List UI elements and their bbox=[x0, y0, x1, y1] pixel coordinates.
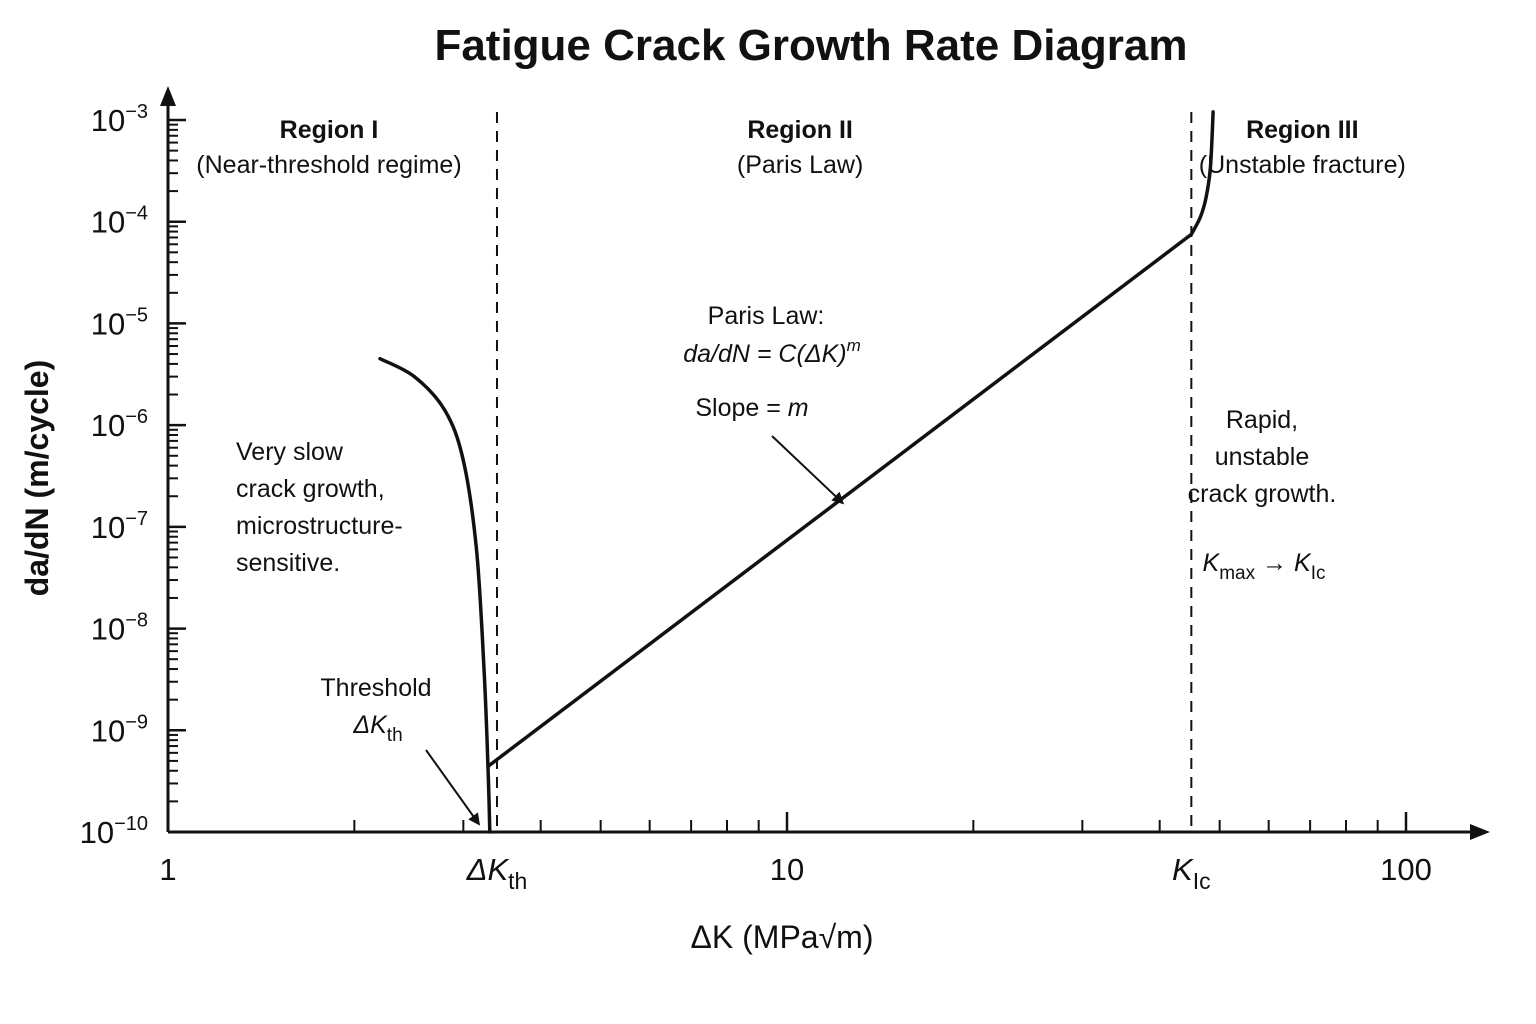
threshold-label: Threshold bbox=[320, 674, 431, 702]
y-tick-label-base: 10 bbox=[91, 205, 125, 240]
kic-base: K bbox=[1294, 549, 1312, 577]
y-tick-label-base: 10 bbox=[91, 408, 125, 443]
region-note-line: microstructure- bbox=[236, 512, 403, 540]
slope-arrow bbox=[771, 435, 845, 505]
region-note-line: crack growth, bbox=[236, 475, 385, 503]
x-tick-label: 1 bbox=[159, 852, 176, 887]
y-tick-label: 10−9 bbox=[91, 711, 148, 748]
region-note-line: unstable bbox=[1215, 443, 1310, 471]
kic-sub: Ic bbox=[1311, 563, 1326, 584]
x-tick-threshold: ΔKth bbox=[466, 852, 528, 894]
y-tick-label: 10−5 bbox=[91, 304, 148, 341]
y-tick-label-base: 10 bbox=[91, 306, 125, 341]
x-axis-arrow bbox=[1470, 824, 1490, 840]
threshold-arrow bbox=[425, 749, 481, 826]
y-axis-label: da/dN (m/cycle) bbox=[19, 360, 55, 597]
region-note-line: crack growth. bbox=[1188, 480, 1337, 508]
slope-var: m bbox=[788, 394, 809, 422]
region-note-line: sensitive. bbox=[236, 549, 340, 577]
region-note-line: Very slow bbox=[236, 438, 344, 466]
region-subtitle: (Near-threshold regime) bbox=[196, 151, 461, 179]
y-tick-label-exp: −4 bbox=[125, 203, 148, 225]
x-tick-label: 100 bbox=[1380, 852, 1432, 887]
x-tick-kic: KIc bbox=[1172, 852, 1211, 894]
y-tick-label: 10−7 bbox=[91, 508, 148, 545]
region-title: Region II bbox=[747, 116, 853, 144]
paris-law-label: Paris Law: bbox=[708, 302, 825, 330]
region-boundaries bbox=[495, 112, 1193, 832]
region-title: Region I bbox=[280, 116, 379, 144]
x-tick-label: 10 bbox=[770, 852, 804, 887]
paris-law-formula-base: da/dN = C(ΔK) bbox=[683, 340, 846, 368]
y-tick-label: 10−8 bbox=[91, 610, 148, 647]
annotations: Paris Law: da/dN = C(ΔK)m Slope = m Thre… bbox=[320, 302, 1326, 826]
x-axis-label: ΔK (MPa√m) bbox=[691, 919, 874, 955]
y-tick-label-base: 10 bbox=[91, 713, 125, 748]
kmax-sub: max bbox=[1219, 563, 1255, 584]
x-tick-threshold-sub: th bbox=[508, 868, 527, 894]
region-title: Region III bbox=[1246, 116, 1359, 144]
y-tick-label-base: 10 bbox=[80, 815, 114, 850]
region-subtitle: (Paris Law) bbox=[737, 151, 863, 179]
curve-region-1 bbox=[378, 356, 492, 834]
kmax-arrow: → bbox=[1255, 549, 1294, 577]
y-tick-label-exp: −3 bbox=[125, 101, 148, 123]
y-tick-label-exp: −5 bbox=[125, 304, 148, 326]
x-ticks: 1 10 100 ΔKth KIc bbox=[159, 812, 1432, 894]
x-tick-threshold-base: ΔK bbox=[466, 852, 510, 887]
y-tick-label-exp: −7 bbox=[125, 508, 148, 530]
slope-label: Slope = m bbox=[695, 394, 808, 422]
x-tick-kic-base: K bbox=[1172, 852, 1194, 887]
y-tick-label: 10−4 bbox=[91, 203, 148, 240]
threshold-symbol: ΔKth bbox=[352, 711, 402, 746]
kmax-label: Kmax → KIc bbox=[1203, 549, 1326, 584]
y-tick-label-base: 10 bbox=[91, 103, 125, 138]
y-tick-label: 10−10 bbox=[80, 813, 148, 850]
region-subtitle: (Unstable fracture) bbox=[1199, 151, 1406, 179]
region-note-line: Rapid, bbox=[1226, 406, 1298, 434]
y-axis-arrow bbox=[160, 86, 176, 106]
kmax-base: K bbox=[1203, 549, 1221, 577]
slope-prefix: Slope = bbox=[695, 394, 787, 422]
chart-title: Fatigue Crack Growth Rate Diagram bbox=[434, 21, 1187, 70]
y-ticks: 10−310−410−510−610−710−810−910−10 bbox=[80, 101, 186, 850]
threshold-symbol-base: ΔK bbox=[352, 711, 388, 739]
curve-region-3 bbox=[1189, 110, 1215, 237]
y-tick-label: 10−6 bbox=[91, 406, 148, 443]
growth-curve bbox=[378, 110, 1215, 834]
y-tick-label-exp: −8 bbox=[125, 610, 148, 632]
y-tick-label-base: 10 bbox=[91, 510, 125, 545]
paris-law-formula-exp: m bbox=[847, 336, 861, 355]
region-labels: Region I (Near-threshold regime) Very slow… bbox=[196, 116, 1406, 577]
y-tick-label-base: 10 bbox=[91, 612, 125, 647]
y-tick-label-exp: −9 bbox=[125, 711, 148, 733]
x-tick-kic-sub: Ic bbox=[1193, 868, 1211, 894]
paris-law-formula: da/dN = C(ΔK)m bbox=[683, 336, 861, 368]
threshold-symbol-sub: th bbox=[387, 725, 403, 746]
y-tick-label-exp: −10 bbox=[114, 813, 148, 835]
y-tick-label-exp: −6 bbox=[125, 406, 148, 428]
y-tick-label: 10−3 bbox=[91, 101, 148, 138]
